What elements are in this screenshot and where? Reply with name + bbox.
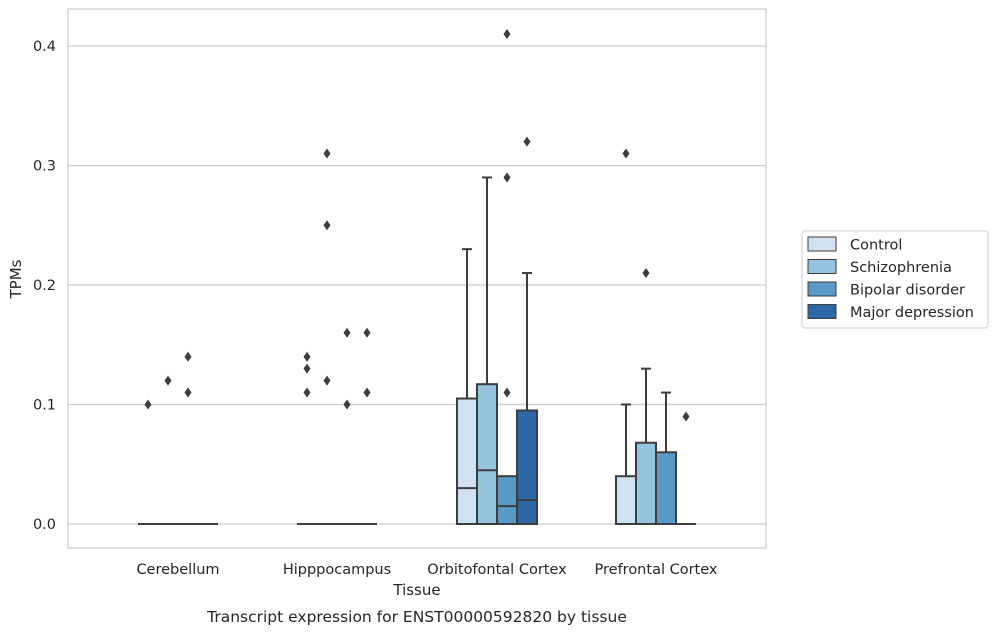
outlier-point bbox=[343, 327, 351, 338]
box-2-0 bbox=[456, 248, 478, 525]
box-3-2 bbox=[655, 391, 677, 525]
legend-swatch bbox=[807, 259, 837, 274]
legend-item: Control bbox=[807, 236, 902, 254]
legend-item: Major depression bbox=[807, 304, 974, 321]
box-body bbox=[655, 451, 677, 525]
legend-label: Bipolar disorder bbox=[850, 283, 965, 299]
outlier-point bbox=[642, 268, 650, 279]
x-tick-label: Prefrontal Cortex bbox=[595, 562, 718, 578]
outlier-point bbox=[323, 148, 331, 159]
outlier-point bbox=[303, 351, 311, 362]
box-1-3 bbox=[357, 327, 377, 525]
outlier-point bbox=[323, 220, 331, 231]
x-tick-label: Hipppocampus bbox=[283, 562, 391, 578]
box-body bbox=[456, 397, 478, 525]
x-tick-label: Orbitofontal Cortex bbox=[427, 562, 567, 578]
y-tick-label: 0.2 bbox=[33, 278, 56, 294]
legend-label: Control bbox=[850, 238, 902, 254]
outlier-point bbox=[503, 172, 511, 183]
box-body bbox=[516, 409, 538, 526]
outlier-point bbox=[622, 148, 630, 159]
outlier-point bbox=[184, 387, 192, 398]
box-3-1 bbox=[635, 268, 657, 525]
box-body bbox=[615, 475, 637, 526]
y-tick-labels: 0.0 0.1 0.2 0.3 0.4 bbox=[33, 39, 56, 533]
box-body bbox=[635, 441, 657, 525]
outlier-point bbox=[323, 375, 331, 386]
box-0-0 bbox=[138, 399, 158, 525]
outlier-point bbox=[303, 363, 311, 374]
y-tick-label: 0.3 bbox=[33, 159, 56, 175]
y-axis-label: TPMs bbox=[7, 259, 25, 299]
outlier-point bbox=[503, 29, 511, 40]
box-2-1 bbox=[476, 176, 498, 525]
box-1-0 bbox=[297, 351, 317, 525]
plot-marks bbox=[138, 29, 696, 526]
box-1-2 bbox=[337, 327, 357, 525]
outlier-point bbox=[363, 327, 371, 338]
outlier-point bbox=[363, 387, 371, 398]
x-tick-label: Cerebellum bbox=[136, 562, 219, 578]
box-1-1 bbox=[317, 148, 337, 525]
box-3-0 bbox=[615, 148, 637, 526]
box-2-2 bbox=[496, 29, 518, 526]
chart-caption: Transcript expression for ENST0000059282… bbox=[206, 608, 627, 626]
outlier-point bbox=[303, 387, 311, 398]
outlier-point bbox=[343, 399, 351, 410]
y-tick-label: 0.0 bbox=[33, 517, 56, 533]
plot-frame bbox=[67, 8, 767, 549]
outlier-point bbox=[503, 387, 511, 398]
x-tick-labels: Cerebellum Hipppocampus Orbitofontal Corte… bbox=[136, 562, 717, 578]
outlier-point bbox=[184, 351, 192, 362]
y-tick-label: 0.1 bbox=[33, 398, 56, 414]
box-2-3 bbox=[516, 136, 538, 526]
legend-label: Schizophrenia bbox=[850, 260, 952, 276]
legend-swatch bbox=[807, 304, 837, 319]
box-0-2 bbox=[178, 351, 198, 525]
legend-item: Schizophrenia bbox=[807, 259, 952, 276]
box-body bbox=[476, 383, 498, 525]
outlier-point bbox=[164, 375, 172, 386]
box-3-3 bbox=[676, 411, 696, 525]
legend-label: Major depression bbox=[850, 305, 974, 321]
legend-item: Bipolar disorder bbox=[807, 281, 965, 299]
box-0-1 bbox=[158, 375, 178, 525]
x-axis-label: Tissue bbox=[392, 581, 440, 599]
y-tick-label: 0.4 bbox=[33, 39, 56, 55]
box-body bbox=[496, 475, 518, 526]
legend: Control Schizophrenia Bipolar disorder Majo… bbox=[801, 230, 989, 329]
outlier-point bbox=[682, 411, 690, 422]
outlier-point bbox=[523, 136, 531, 147]
outlier-point bbox=[144, 399, 152, 410]
legend-swatch bbox=[807, 236, 837, 252]
legend-frame bbox=[801, 230, 989, 329]
legend-swatch bbox=[807, 281, 837, 297]
